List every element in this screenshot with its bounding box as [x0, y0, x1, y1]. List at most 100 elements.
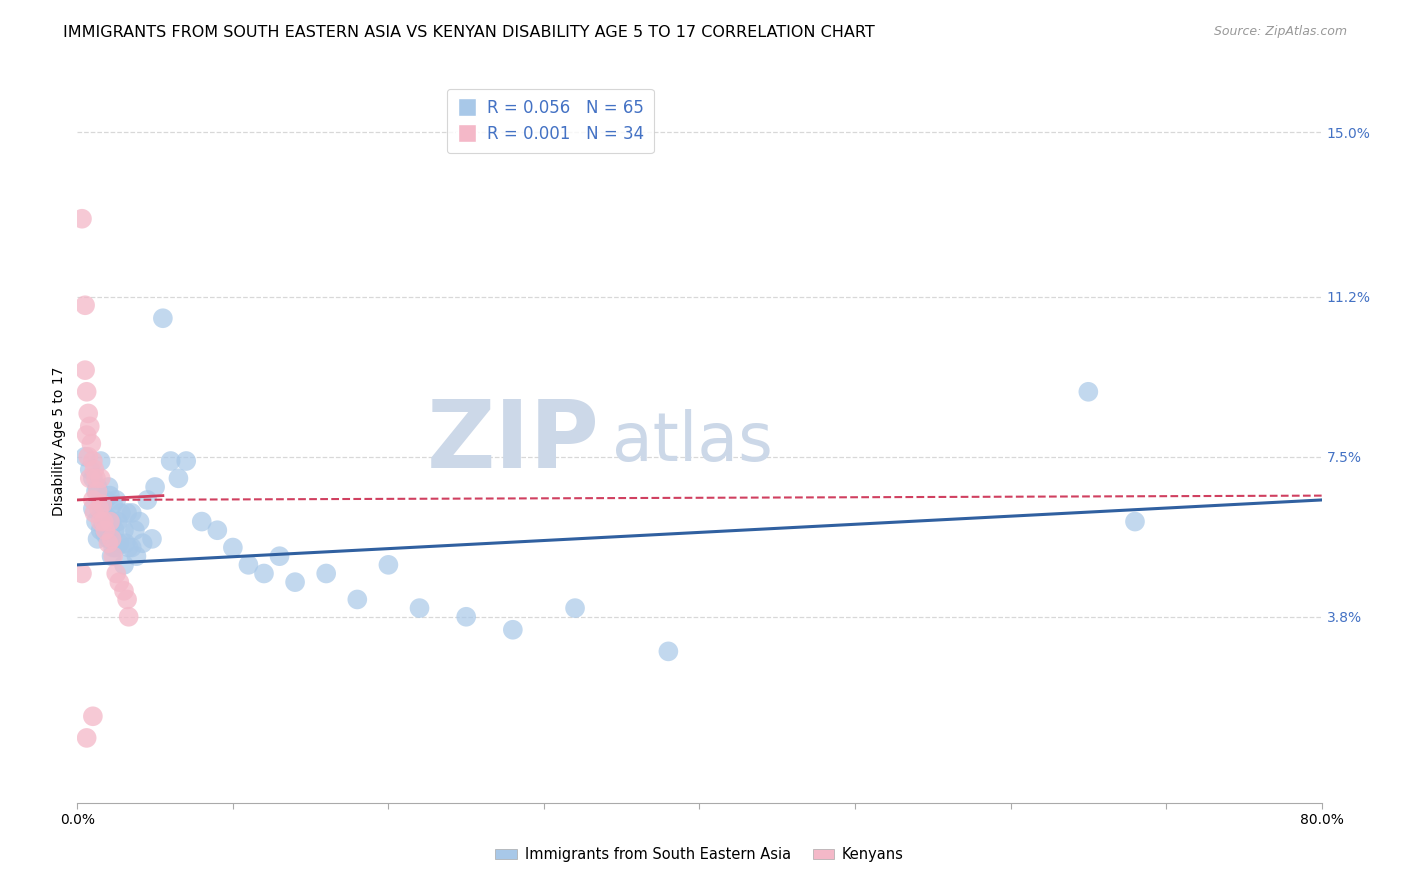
- Point: [90, 515, 112, 529]
- Point: [84, 471, 107, 485]
- Point: [141, 532, 163, 546]
- Point: [101, 541, 124, 555]
- Point: [124, 523, 146, 537]
- Point: [86, 532, 108, 546]
- Point: [97, 532, 120, 546]
- Point: [174, 454, 197, 468]
- Point: [131, 536, 153, 550]
- Point: [80, 436, 103, 450]
- Point: [70, 566, 93, 581]
- Point: [75, 363, 97, 377]
- Point: [108, 575, 131, 590]
- Text: ZIP: ZIP: [427, 395, 600, 488]
- Text: IMMIGRANTS FROM SOUTH EASTERN ASIA VS KENYAN DISABILITY AGE 5 TO 17 CORRELATION : IMMIGRANTS FROM SOUTH EASTERN ASIA VS KE…: [63, 25, 875, 40]
- Point: [98, 515, 121, 529]
- Point: [84, 484, 107, 499]
- Point: [76, 384, 98, 399]
- Point: [269, 549, 291, 564]
- Point: [222, 541, 245, 555]
- Point: [159, 454, 181, 468]
- Y-axis label: Disability Age 5 to 17: Disability Age 5 to 17: [52, 367, 66, 516]
- Point: [128, 515, 150, 529]
- Point: [82, 709, 104, 723]
- Point: [84, 515, 107, 529]
- Point: [112, 558, 135, 572]
- Point: [100, 549, 122, 564]
- Point: [100, 515, 122, 529]
- Point: [104, 523, 127, 537]
- Point: [377, 558, 399, 572]
- Point: [284, 575, 307, 590]
- Point: [101, 549, 124, 564]
- Point: [79, 471, 101, 485]
- Point: [91, 497, 114, 511]
- Point: [101, 497, 124, 511]
- Point: [76, 428, 98, 442]
- Point: [77, 406, 100, 420]
- Point: [70, 211, 93, 226]
- Point: [79, 419, 101, 434]
- Point: [76, 731, 98, 745]
- Point: [564, 601, 586, 615]
- Point: [502, 623, 524, 637]
- Point: [82, 501, 104, 516]
- Point: [152, 311, 174, 326]
- Point: [97, 480, 120, 494]
- Point: [94, 527, 117, 541]
- Point: [115, 592, 138, 607]
- Point: [98, 523, 121, 537]
- Point: [167, 471, 190, 485]
- Point: [238, 558, 260, 572]
- Point: [105, 492, 128, 507]
- Point: [107, 515, 129, 529]
- Point: [86, 484, 108, 499]
- Point: [83, 463, 105, 477]
- Point: [100, 532, 122, 546]
- Point: [75, 450, 97, 464]
- Point: [87, 501, 110, 516]
- Legend: Immigrants from South Eastern Asia, Kenyans: Immigrants from South Eastern Asia, Keny…: [489, 841, 910, 868]
- Point: [94, 492, 117, 507]
- Point: [408, 601, 430, 615]
- Point: [112, 523, 135, 537]
- Point: [136, 492, 159, 507]
- Point: [75, 298, 97, 312]
- Point: [83, 506, 105, 520]
- Text: atlas: atlas: [613, 409, 773, 475]
- Point: [82, 492, 104, 507]
- Point: [97, 536, 120, 550]
- Point: [114, 536, 136, 550]
- Point: [82, 454, 104, 468]
- Point: [90, 523, 112, 537]
- Point: [118, 609, 141, 624]
- Point: [110, 506, 132, 520]
- Point: [82, 471, 104, 485]
- Point: [112, 583, 135, 598]
- Point: [86, 480, 108, 494]
- Point: [105, 541, 128, 555]
- Point: [108, 536, 131, 550]
- Point: [79, 463, 101, 477]
- Point: [115, 506, 138, 520]
- Point: [90, 471, 112, 485]
- Point: [143, 480, 166, 494]
- Point: [96, 510, 118, 524]
- Point: [346, 592, 368, 607]
- Point: [121, 506, 143, 520]
- Point: [77, 450, 100, 464]
- Point: [90, 454, 112, 468]
- Point: [1123, 515, 1146, 529]
- Point: [1077, 384, 1099, 399]
- Point: [98, 489, 121, 503]
- Point: [121, 541, 143, 555]
- Point: [253, 566, 276, 581]
- Point: [125, 549, 148, 564]
- Text: Source: ZipAtlas.com: Source: ZipAtlas.com: [1213, 25, 1347, 38]
- Point: [190, 515, 214, 529]
- Point: [207, 523, 229, 537]
- Point: [456, 609, 478, 624]
- Point: [94, 523, 117, 537]
- Point: [93, 515, 115, 529]
- Point: [118, 541, 141, 555]
- Point: [105, 566, 128, 581]
